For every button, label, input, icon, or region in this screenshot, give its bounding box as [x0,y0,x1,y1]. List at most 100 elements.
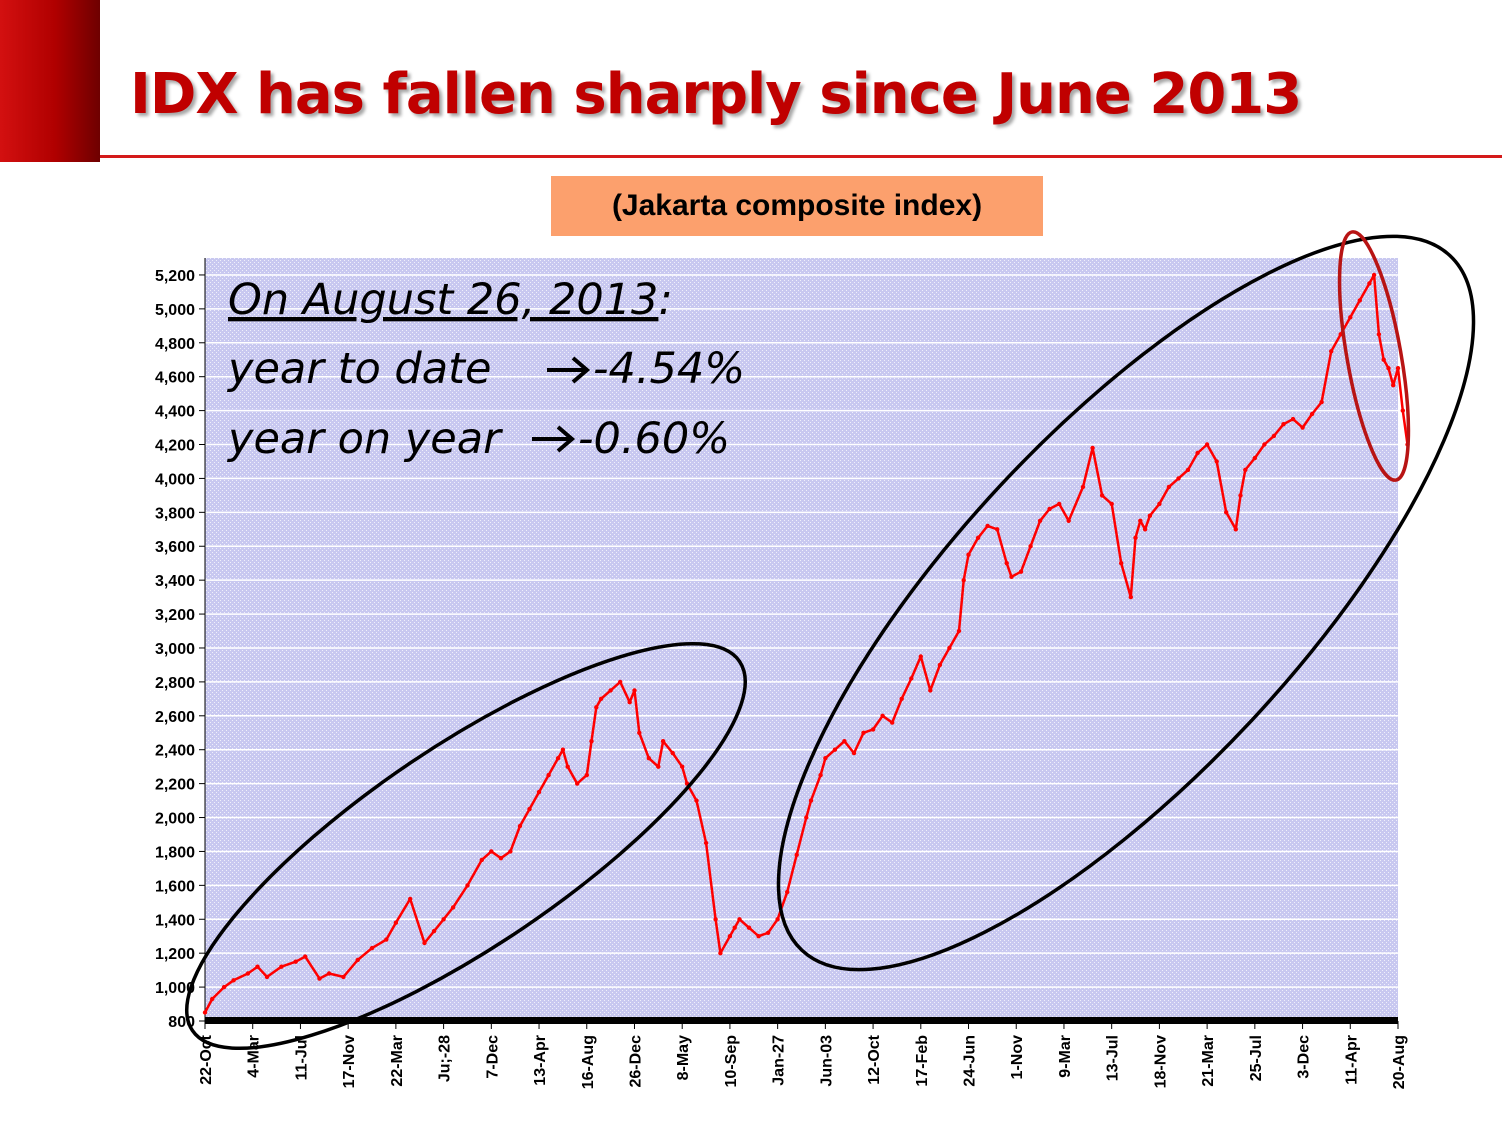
data-point [1224,510,1229,515]
y-tick-label: 4,400 [155,404,195,421]
data-point [794,852,799,857]
data-point [1290,416,1296,422]
data-point [498,856,504,861]
x-tick-label: 11-Apr [1343,1035,1360,1085]
annotation-heading: On August 26, 2013: [228,275,673,325]
data-point [1319,399,1324,405]
data-point [961,578,966,583]
data-point [1018,569,1024,574]
data-point [369,945,375,951]
x-tick-label: 8-May [675,1035,692,1080]
data-point [890,720,895,725]
data-point [584,772,589,778]
x-tick-label: Jan-27 [771,1035,788,1086]
data-point [598,696,604,701]
data-point [210,996,215,1002]
data-point [1128,594,1134,600]
data-point [589,739,594,744]
data-point [899,696,904,701]
data-point [680,764,685,769]
data-point [441,917,446,922]
x-tick-label: 17-Feb [914,1035,931,1087]
y-tick-label: 4,800 [155,336,195,353]
data-point [317,976,322,981]
x-tick-label: 22-Mar [389,1035,406,1087]
y-tick-label: 1,200 [155,946,195,963]
title-underline [100,155,1502,158]
x-tick-label: 20-Aug [1391,1035,1408,1089]
data-point [1309,411,1315,417]
y-tick-label: 3,600 [155,539,195,556]
y-tick-label: 4,200 [155,438,195,455]
data-point [1047,506,1052,512]
data-point [627,700,632,705]
data-point [1204,442,1210,447]
data-point [1386,366,1391,371]
x-tick-label: 7-Dec [484,1035,501,1079]
data-point [842,739,847,744]
data-point [1271,433,1277,439]
x-tick-label: 22-Oct [198,1034,215,1084]
data-point [255,964,260,969]
data-point [536,789,542,795]
data-point [1238,493,1243,498]
data-point [737,917,742,922]
y-tick-label: 1,800 [155,844,195,861]
x-tick-label: 13-Jul [1105,1035,1122,1081]
x-tick-label: 24-Jun [962,1035,979,1087]
plot-area [205,258,1398,1021]
data-point [937,662,943,668]
data-point [694,798,699,803]
data-point [1357,298,1363,303]
data-point [326,971,332,976]
data-point [618,679,623,685]
x-axis: 22-Oct 4-Mar 11-Jul 17-Nov 22-Mar Ju;-28 7-Dec… [198,1021,1408,1089]
y-axis: 8001,0001,2001,4001,6001,8002,0002,2002,… [155,258,1398,1031]
data-point [527,806,532,812]
data-point [1233,527,1239,532]
data-point [632,688,637,693]
data-point [245,971,251,976]
data-point [594,705,599,710]
annotation-ytd-label: year to date [226,344,491,394]
data-point [608,688,613,693]
data-point [1195,450,1200,456]
y-tick-label: 1,400 [155,912,195,929]
data-point [1037,518,1043,523]
data-point [1066,518,1071,523]
y-tick-label: 2,200 [155,777,195,794]
data-point [713,917,718,922]
slide-title: IDX has fallen sharply since June 2013 [130,62,1302,127]
data-point [1400,408,1406,413]
data-point [775,917,780,922]
y-tick-label: 5,200 [155,268,195,285]
x-tick-label: Jun-03 [818,1035,835,1087]
x-tick-label: 26-Dec [627,1035,644,1088]
data-point [1381,357,1386,362]
y-tick-label: 3,200 [155,607,195,624]
right-arrow-icon [547,356,591,384]
highlight-ellipse-3 [1337,230,1411,482]
data-point [880,713,885,718]
y-tick-label: 5,000 [155,302,195,319]
data-point [279,964,284,969]
data-point [756,934,761,939]
data-point [1391,383,1396,388]
x-tick-label: 11-Jul [293,1035,310,1080]
y-tick-label: 3,400 [155,573,195,590]
data-point [264,974,270,980]
y-tick-label: 1,600 [155,878,195,895]
data-point [1142,527,1148,532]
y-tick-label: 4,600 [155,370,195,387]
y-tick-label: 3,000 [155,641,195,658]
data-point [928,688,933,693]
data-point [355,957,360,963]
data-point [303,954,308,959]
data-point [1028,544,1033,549]
data-point [947,645,952,651]
annotation-yoy-value: -0.60% [578,414,730,464]
data-point [431,928,437,934]
data-point [1367,281,1372,286]
x-tick-label: 13-Apr [532,1035,549,1086]
data-point [1376,332,1382,337]
